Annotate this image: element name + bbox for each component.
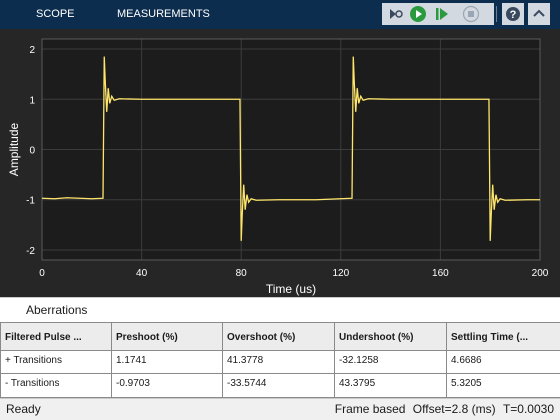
table-gridline xyxy=(0,322,1,398)
y-axis-label: Amplitude xyxy=(7,123,21,177)
table-gridline xyxy=(0,373,560,374)
run-icon[interactable] xyxy=(407,3,429,25)
y-tick-label: -2 xyxy=(26,246,35,257)
signal-plot[interactable]: 0 40 80 120 160 200 2 1 0 -1 -2 Time (us) Amplitude xyxy=(0,29,560,297)
tab-measurements[interactable]: MEASUREMENTS xyxy=(117,8,210,20)
toolbar-separator xyxy=(496,6,497,22)
signal-trace xyxy=(41,56,540,241)
offset-readout: Offset=2.8 (ms) xyxy=(412,402,496,416)
help-icon[interactable]: ? xyxy=(502,3,524,25)
column-header-filtered-pulse[interactable]: Filtered Pulse ... xyxy=(5,332,82,343)
y-tick-label: 2 xyxy=(29,45,35,56)
row-label-negative-transitions: - Transitions xyxy=(5,378,60,389)
cell-preshoot: 1.1741 xyxy=(116,355,147,366)
table-gridline xyxy=(222,322,223,398)
y-tick-label: 0 xyxy=(29,146,35,157)
x-tick-label: 160 xyxy=(432,268,449,279)
cell-undershoot: 43.3795 xyxy=(339,378,376,389)
y-tick-label: 1 xyxy=(29,95,35,106)
cell-undershoot: -32.1258 xyxy=(339,355,379,366)
status-text: Ready xyxy=(6,402,41,416)
table-gridline xyxy=(0,322,560,323)
stop-icon[interactable] xyxy=(460,3,482,25)
cell-overshoot: 41.3778 xyxy=(227,355,264,366)
plot-frame xyxy=(41,38,541,261)
time-readout: T=0.0030 xyxy=(502,402,554,416)
aberrations-panel-header: Aberrations xyxy=(0,297,560,322)
table-row[interactable] xyxy=(0,350,560,373)
expand-icon[interactable] xyxy=(528,3,550,25)
scope-display[interactable]: 0 40 80 120 160 200 2 1 0 -1 -2 Time (us) Amplitude xyxy=(0,29,560,297)
cell-settling-time: 4.6686 xyxy=(451,355,482,366)
toolbar: SCOPE MEASUREMENTS ? xyxy=(0,0,560,29)
svg-text:?: ? xyxy=(510,9,517,21)
cell-overshoot: -33.5744 xyxy=(227,378,267,389)
status-bar: Ready Frame based Offset=2.8 (ms) T=0.00… xyxy=(0,398,560,420)
frame-mode: Frame based xyxy=(334,402,406,416)
cell-settling-time: 5.3205 xyxy=(451,378,482,389)
x-axis-label: Time (us) xyxy=(266,282,316,296)
step-forward-icon[interactable] xyxy=(432,3,454,25)
column-header-undershoot[interactable]: Undershoot (%) xyxy=(339,332,414,343)
x-tick-label: 200 xyxy=(532,268,549,279)
table-gridline xyxy=(446,322,447,398)
settings-step-icon[interactable] xyxy=(384,3,406,25)
aberrations-title: Aberrations xyxy=(26,303,88,317)
column-header-overshoot[interactable]: Overshoot (%) xyxy=(227,332,296,343)
row-label-positive-transitions: + Transitions xyxy=(5,355,62,366)
tab-scope[interactable]: SCOPE xyxy=(36,8,75,20)
table-row[interactable] xyxy=(0,373,560,398)
column-header-settling-time[interactable]: Settling Time (... xyxy=(451,332,529,343)
y-tick-label: -1 xyxy=(26,196,35,207)
aberrations-table: Filtered Pulse ... Preshoot (%) Overshoo… xyxy=(0,322,560,398)
column-header-preshoot[interactable]: Preshoot (%) xyxy=(116,332,178,343)
x-tick-label: 80 xyxy=(236,268,248,279)
cell-preshoot: -0.9703 xyxy=(116,378,150,389)
x-tick-label: 0 xyxy=(39,268,45,279)
table-gridline xyxy=(0,350,560,351)
x-tick-label: 120 xyxy=(332,268,349,279)
table-gridline xyxy=(334,322,335,398)
table-gridline xyxy=(111,322,112,398)
status-info: Frame based Offset=2.8 (ms) T=0.0030 xyxy=(331,402,554,416)
table-header-row xyxy=(0,322,560,350)
table-gridline xyxy=(0,397,560,398)
x-tick-label: 40 xyxy=(136,268,148,279)
